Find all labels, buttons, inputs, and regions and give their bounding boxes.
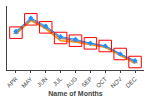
svg-text:OCT: OCT (95, 76, 108, 89)
svg-text:DEC: DEC (125, 75, 139, 89)
svg-text:JUN: JUN (36, 76, 48, 88)
svg-text:SEP: SEP (80, 76, 93, 89)
svg-text:AUG: AUG (65, 76, 79, 90)
svg-text:JUL: JUL (52, 75, 64, 87)
svg-text:Name of Months: Name of Months (48, 90, 103, 97)
svg-text:MAY: MAY (21, 76, 34, 89)
svg-text:NOV: NOV (110, 76, 123, 89)
svg-text:APR: APR (6, 75, 19, 88)
